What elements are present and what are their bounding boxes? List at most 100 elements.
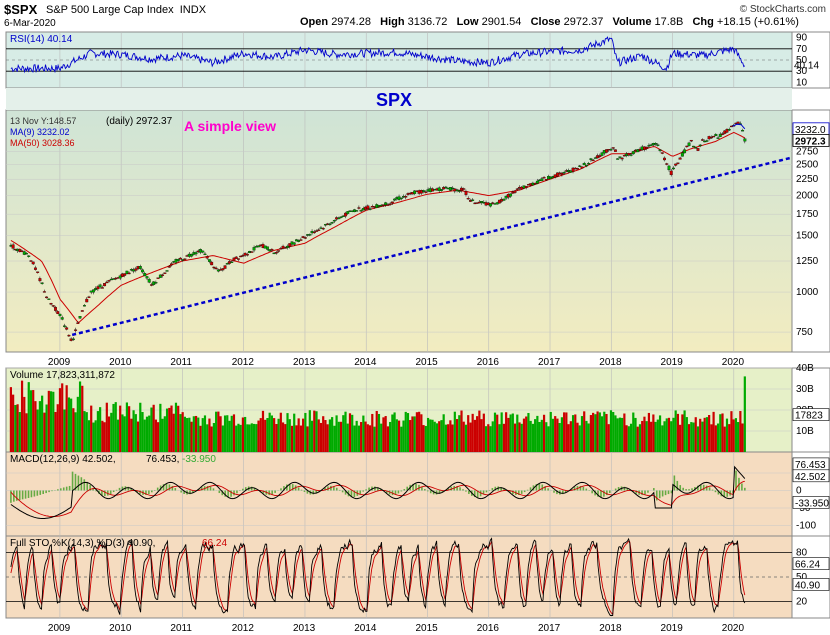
macd-histogram-bar	[485, 490, 488, 493]
macd-histogram-bar	[438, 490, 441, 494]
macd-histogram-bar	[741, 483, 743, 491]
price-tick-label: 1750	[796, 209, 819, 220]
macd-histogram-bar	[494, 486, 497, 491]
macd-value-box	[792, 469, 830, 483]
price-candle	[513, 190, 517, 193]
index-name: S&P 500 Large Cap Index INDX	[46, 4, 206, 16]
sto-value-box	[792, 557, 830, 570]
price-candle	[230, 261, 234, 263]
volume-bar	[654, 421, 657, 452]
price-candle	[705, 140, 709, 142]
volume-bar	[114, 402, 117, 452]
price-candle	[138, 266, 142, 269]
price-candle	[698, 144, 702, 147]
volume-bar	[351, 414, 354, 452]
price-candle	[721, 133, 724, 135]
macd-histogram-bar	[556, 490, 558, 495]
volume-bar	[92, 422, 95, 452]
rsi-tick-label: 70	[796, 44, 808, 55]
macd-histogram-bar	[74, 473, 77, 491]
price-candle	[368, 208, 372, 210]
volume-bar	[643, 416, 646, 452]
price-candle	[540, 178, 544, 182]
macd-histogram-bar	[283, 486, 285, 491]
volume-bar	[652, 414, 655, 452]
volume-bar	[489, 426, 492, 452]
macd-histogram-bar	[162, 484, 165, 491]
volume-bar	[58, 388, 62, 452]
macd-histogram-bar	[200, 487, 203, 491]
macd-histogram-bar	[230, 490, 232, 497]
price-candle	[609, 149, 613, 151]
sto-tick-label: 20	[796, 597, 808, 608]
price-candle	[631, 151, 635, 155]
volume-bar	[583, 411, 586, 452]
volume-bar	[529, 420, 532, 452]
macd-histogram-bar	[89, 484, 91, 491]
price-candle	[20, 250, 24, 253]
macd-histogram-bar	[30, 490, 33, 498]
volume-bar	[78, 381, 82, 452]
price-candle	[45, 296, 49, 299]
volume-bar	[458, 415, 461, 452]
price-tick-label: 2250	[796, 174, 819, 185]
volume-bar	[505, 412, 508, 452]
macd-histogram-bar	[121, 486, 124, 491]
macd-histogram-bar	[400, 490, 403, 492]
macd-histogram-bar	[15, 490, 18, 501]
volume-bar	[299, 425, 303, 452]
macd-histogram-bar	[594, 490, 596, 496]
price-candle	[725, 129, 729, 133]
volume-bar	[67, 397, 71, 452]
macd-histogram-bar	[109, 490, 112, 495]
volume-bar	[453, 411, 456, 452]
macd-histogram-bar	[415, 483, 417, 491]
price-candle	[212, 266, 216, 269]
sto-tick-label: 50	[796, 572, 808, 583]
volume-bar	[319, 422, 323, 452]
support-trendline	[71, 156, 791, 337]
volume-bar	[165, 408, 169, 452]
macd-histogram-bar	[18, 490, 21, 501]
macd-histogram-bar	[653, 488, 655, 491]
volume-bar	[27, 382, 30, 452]
volume-bar	[194, 415, 198, 452]
chg-value: +18.15 (+0.61%)	[716, 16, 799, 28]
price-candle	[533, 183, 537, 185]
macd-histogram-bar	[51, 490, 53, 492]
macd-histogram-bar	[553, 490, 555, 493]
macd-histogram-bar	[538, 483, 541, 491]
macd-histogram-bar	[224, 490, 227, 497]
volume-bar	[569, 421, 572, 452]
price-candle	[689, 139, 693, 142]
volume-bar	[667, 417, 671, 452]
price-candle	[422, 190, 426, 192]
macd-histogram-bar	[606, 490, 608, 496]
price-candle	[60, 317, 64, 320]
macd-histogram-bar	[359, 490, 362, 494]
volume-bar	[123, 416, 126, 452]
volume-bar	[701, 421, 704, 452]
price-candle	[328, 223, 332, 226]
x-tick-label: 2011	[170, 623, 192, 634]
volume-bar	[734, 418, 738, 452]
macd-signal-legend: 76.453,	[146, 454, 179, 465]
macd-histogram-bar	[655, 490, 658, 501]
volume-bar	[208, 418, 211, 452]
price-candle	[647, 145, 651, 147]
price-candle	[245, 254, 249, 256]
macd-histogram-bar	[658, 490, 661, 499]
price-candle	[257, 245, 260, 248]
volume-bar	[18, 412, 21, 452]
volume-bar	[531, 423, 535, 452]
price-candle	[207, 259, 211, 262]
macd-histogram-bar	[13, 490, 15, 502]
price-candle	[654, 143, 658, 145]
volume-bar	[357, 425, 361, 452]
volume-bar	[411, 416, 414, 452]
volume-bar	[188, 417, 191, 452]
volume-bar	[72, 408, 75, 452]
volume-bar	[400, 426, 403, 452]
volume-bar	[377, 413, 381, 452]
volume-bar	[545, 422, 548, 452]
